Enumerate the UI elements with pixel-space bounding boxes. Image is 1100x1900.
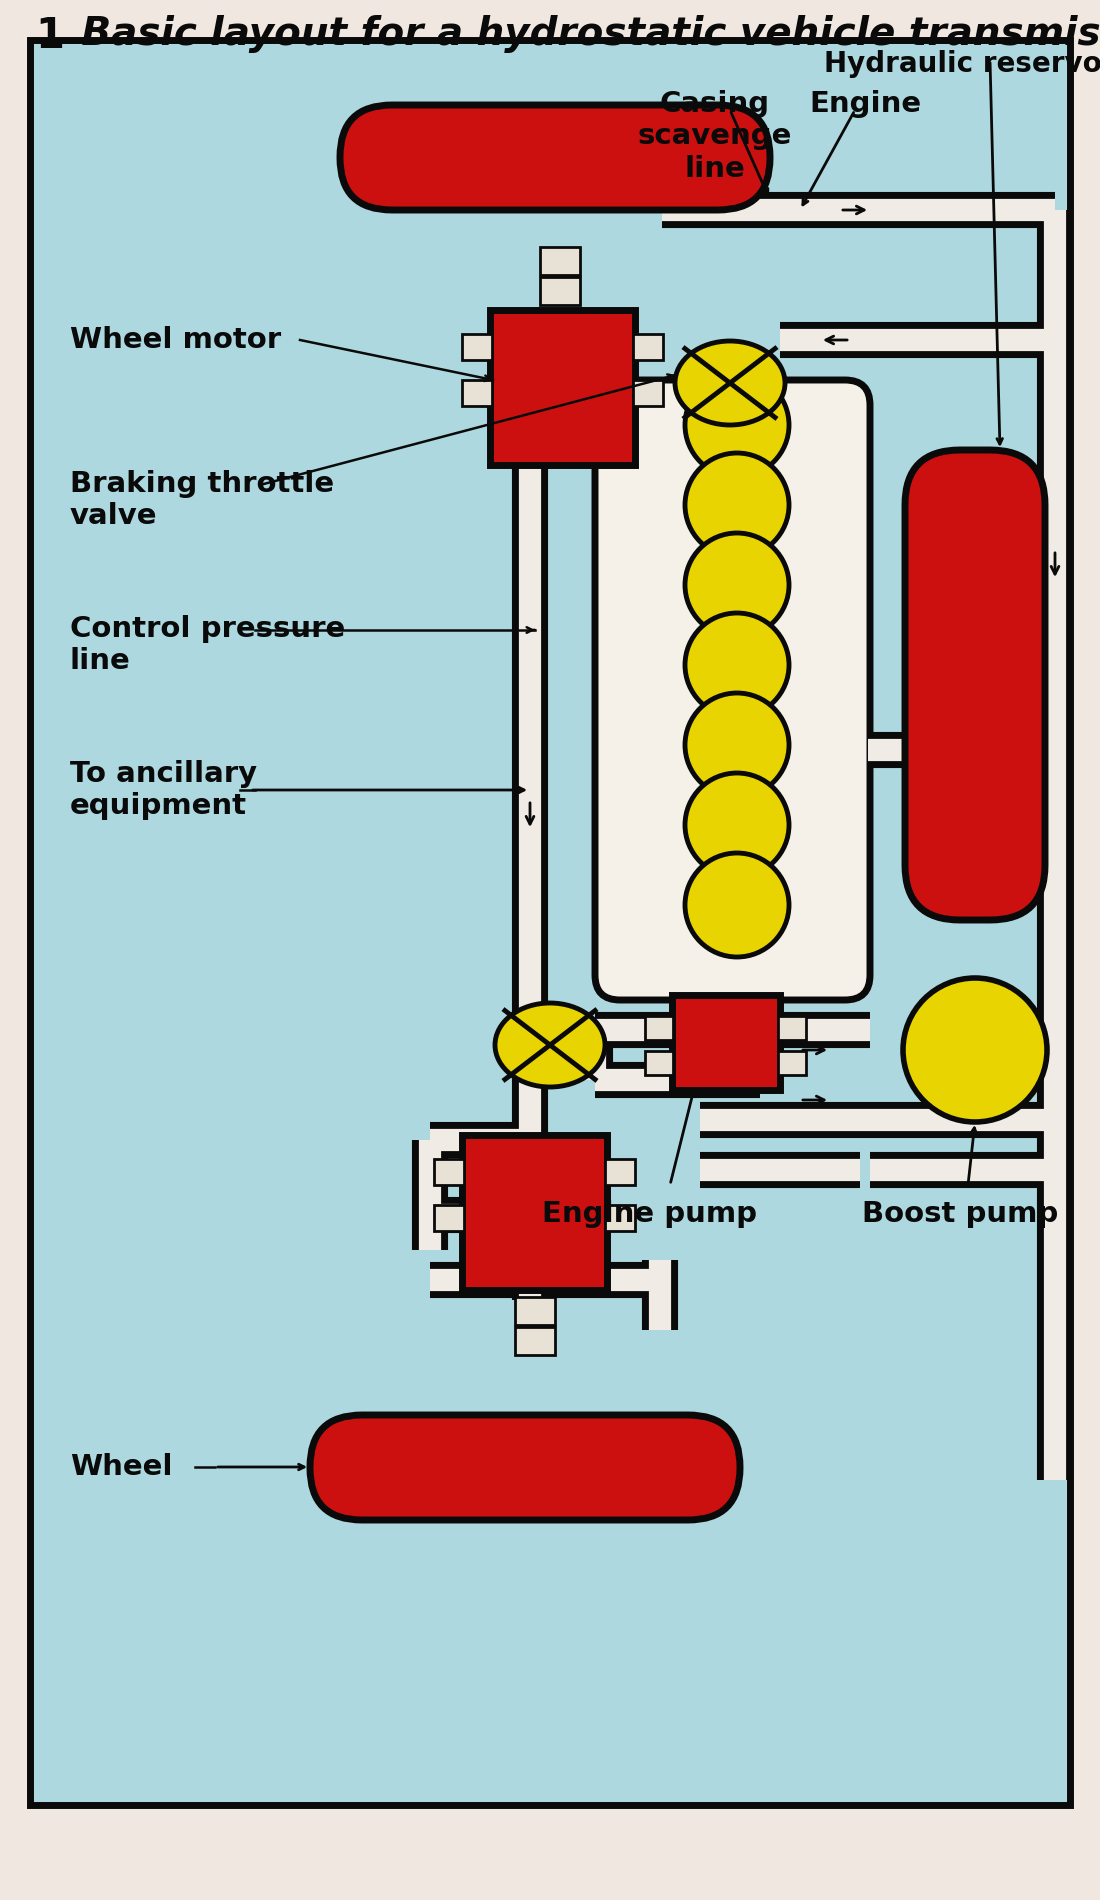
Ellipse shape [675, 340, 785, 426]
Text: To ancillary
equipment: To ancillary equipment [70, 760, 257, 821]
Text: Basic layout for a hydrostatic vehicle transmission system.: Basic layout for a hydrostatic vehicle t… [68, 15, 1100, 53]
Text: Wheel motor: Wheel motor [70, 327, 282, 353]
Bar [632, 334, 663, 359]
Text: Engine: Engine [808, 89, 921, 118]
Bar [490, 310, 635, 466]
Bar [672, 996, 780, 1091]
Bar [778, 1017, 806, 1039]
Text: Control pressure
line: Control pressure line [70, 616, 345, 674]
Text: Hydraulic reservoir: Hydraulic reservoir [824, 49, 1100, 78]
Bar [645, 1051, 673, 1075]
FancyBboxPatch shape [310, 1416, 740, 1520]
Text: Engine pump: Engine pump [542, 1201, 758, 1227]
Bar [434, 1205, 464, 1231]
Bar [434, 1159, 464, 1186]
Bar [515, 1298, 556, 1324]
Bar [462, 380, 492, 407]
FancyBboxPatch shape [595, 380, 870, 999]
Bar [605, 1159, 635, 1186]
Bar [632, 380, 663, 407]
Text: Casing
scavenge
line: Casing scavenge line [638, 89, 792, 182]
Text: 1: 1 [35, 15, 64, 57]
Circle shape [685, 372, 789, 477]
Circle shape [685, 853, 789, 958]
Bar [605, 1205, 635, 1231]
Circle shape [685, 773, 789, 878]
FancyBboxPatch shape [905, 450, 1045, 920]
Bar [462, 334, 492, 359]
Text: Braking throttle
valve: Braking throttle valve [70, 469, 334, 530]
Bar [540, 247, 580, 276]
Bar [462, 1134, 607, 1290]
Bar [778, 1051, 806, 1075]
Bar [515, 1326, 556, 1355]
Circle shape [685, 452, 789, 557]
Circle shape [685, 614, 789, 716]
Circle shape [685, 694, 789, 796]
FancyBboxPatch shape [340, 104, 770, 211]
Text: Wheel: Wheel [70, 1454, 173, 1480]
Circle shape [685, 534, 789, 637]
Bar [540, 277, 580, 306]
Bar [645, 1017, 673, 1039]
Ellipse shape [495, 1003, 605, 1087]
Circle shape [903, 978, 1047, 1123]
Text: Boost pump: Boost pump [862, 1201, 1058, 1227]
